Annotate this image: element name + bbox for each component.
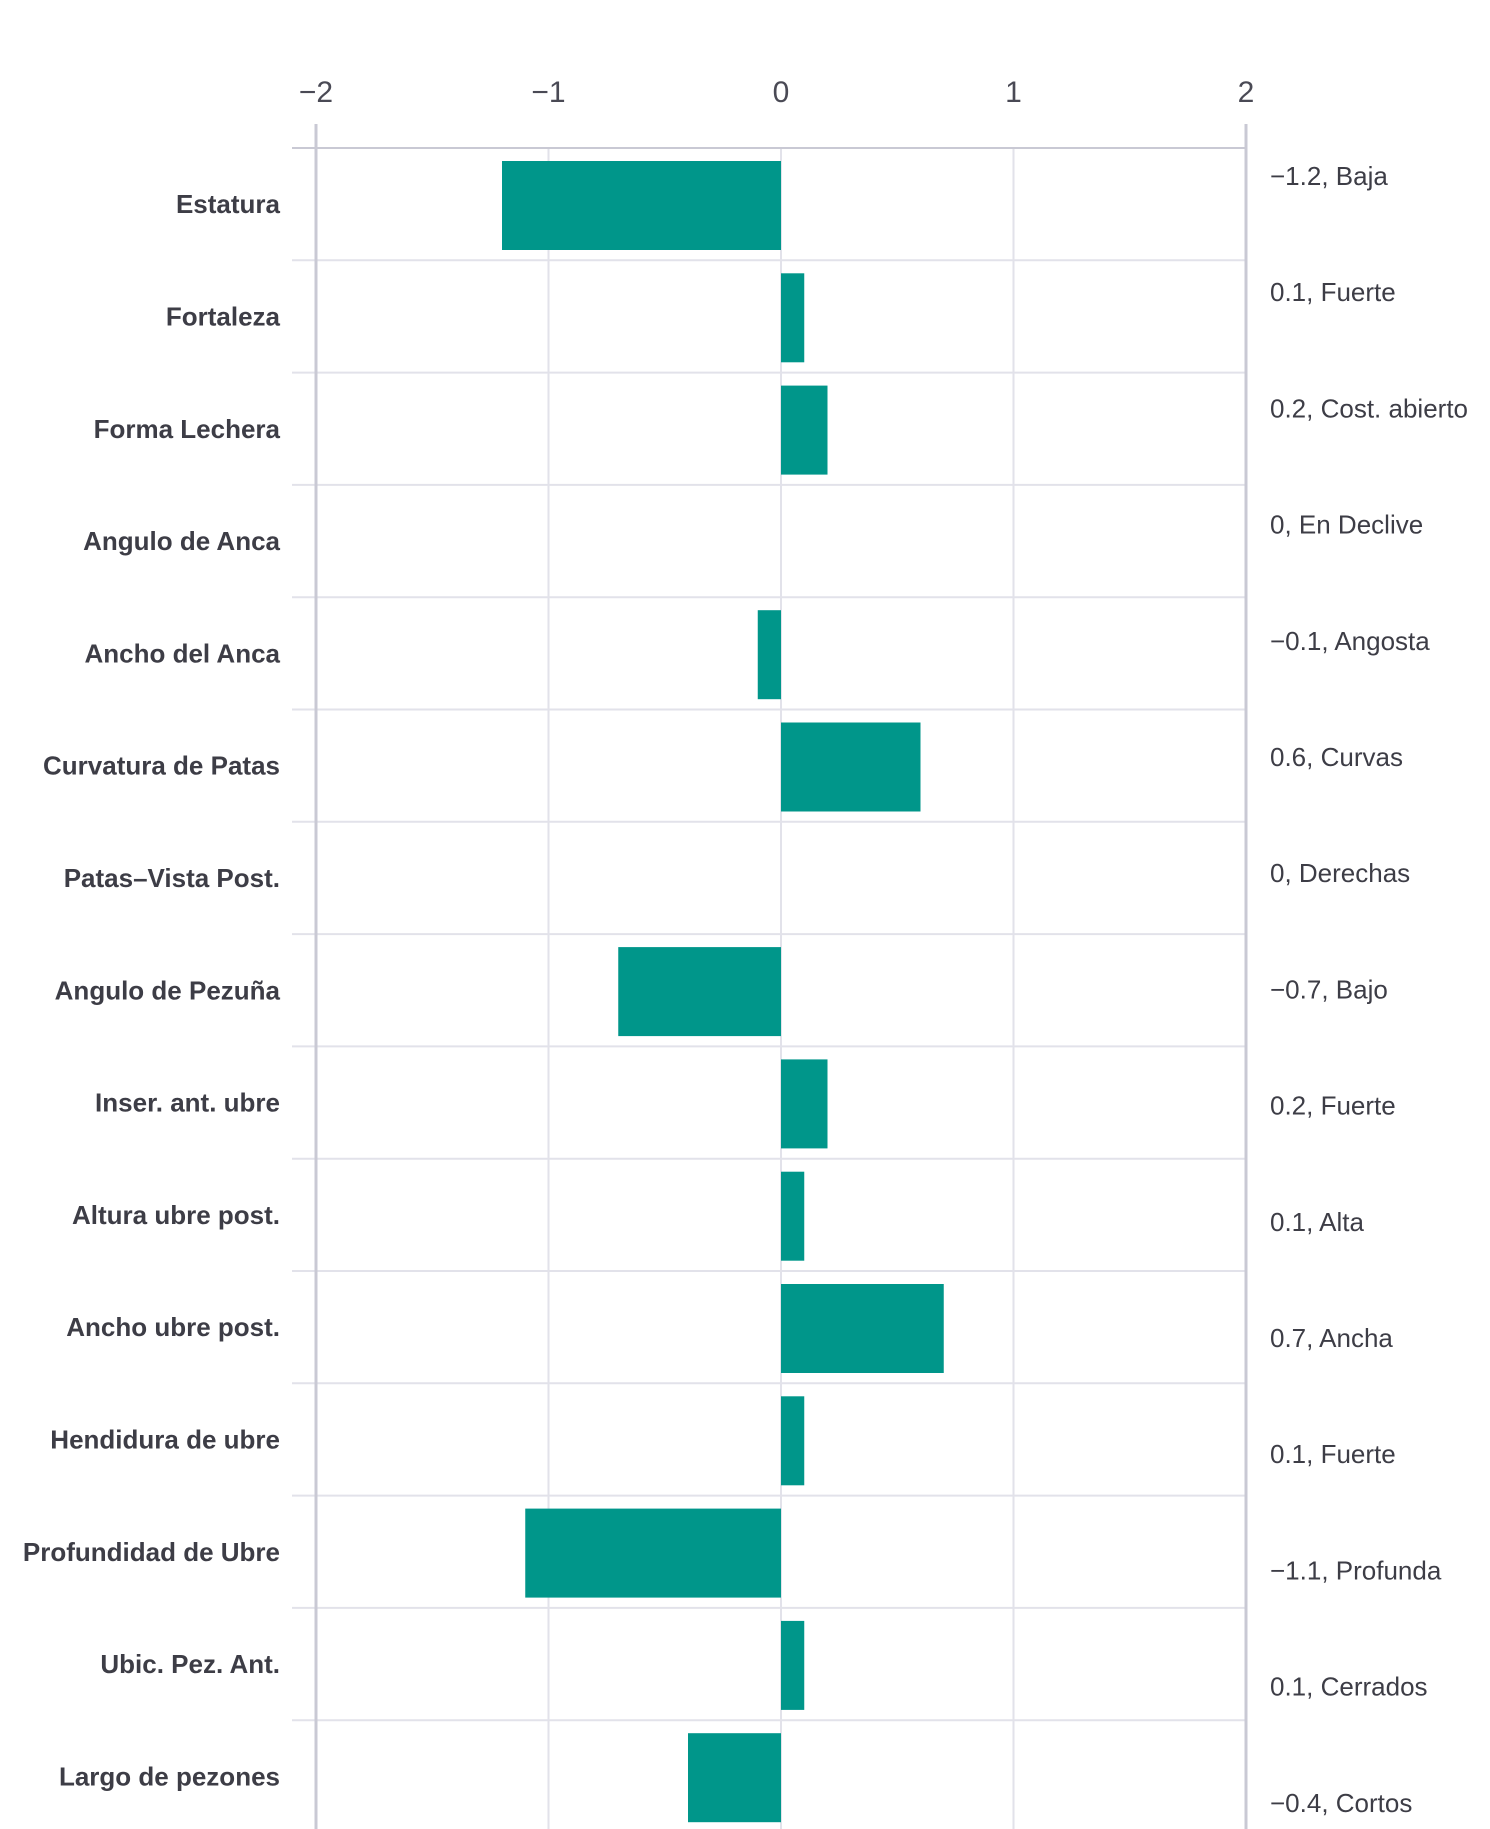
value-label: 0.6, Curvas <box>1270 742 1403 772</box>
axes <box>314 124 1248 1829</box>
bar <box>757 610 781 700</box>
x-tick-label: −1 <box>531 76 565 109</box>
x-tick-label: −2 <box>299 76 333 109</box>
bar <box>781 1396 805 1486</box>
value-label: 0, Derechas <box>1270 858 1410 888</box>
category-label: Angulo de Pezuña <box>55 975 281 1005</box>
category-label: Angulo de Anca <box>83 526 280 556</box>
x-tick-label: 2 <box>1238 76 1255 109</box>
value-label: −0.7, Bajo <box>1270 974 1388 1004</box>
category-label: Profundidad de Ubre <box>23 1537 280 1567</box>
bar <box>502 161 781 250</box>
category-label: Forma Lechera <box>94 414 281 444</box>
value-label: 0.2, Cost. abierto <box>1270 393 1468 423</box>
category-label: Hendidura de ubre <box>50 1424 280 1454</box>
bar <box>781 1284 944 1373</box>
category-label: Largo de pezones <box>59 1761 280 1791</box>
category-label: Inser. ant. ubre <box>95 1088 280 1118</box>
x-tick-labels: −2 −1 0 1 2 <box>299 76 1254 109</box>
value-label: 0.7, Ancha <box>1270 1323 1393 1353</box>
value-label: 0.2, Fuerte <box>1270 1091 1396 1121</box>
value-label: 0, En Declive <box>1270 510 1423 540</box>
value-label: 0.1, Cerrados <box>1270 1672 1428 1702</box>
value-label: −0.4, Cortos <box>1270 1788 1412 1818</box>
category-label: Altura ubre post. <box>72 1200 280 1230</box>
bar <box>688 1733 781 1823</box>
bar <box>781 1171 805 1261</box>
category-label: Estatura <box>176 189 281 219</box>
value-label: 0.1, Fuerte <box>1270 277 1396 307</box>
bar <box>618 947 781 1037</box>
bar <box>781 722 921 812</box>
value-labels: −1.2, Baja 0.1, Fuerte 0.2, Cost. abierto 0… <box>1270 161 1468 1818</box>
category-label: Fortaleza <box>166 301 281 331</box>
bar <box>781 1620 805 1710</box>
bar <box>781 1059 828 1149</box>
category-labels: Estatura Fortaleza Forma Lechera Angulo de … <box>23 189 281 1791</box>
bar <box>781 273 805 363</box>
grid <box>292 147 1246 1829</box>
x-tick-label: 1 <box>1005 76 1022 109</box>
bars <box>502 161 944 1823</box>
category-label: Patas–Vista Post. <box>64 863 280 893</box>
x-tick-label: 0 <box>773 76 790 109</box>
category-label: Ancho del Anca <box>84 638 280 668</box>
value-label: −1.1, Profunda <box>1270 1555 1442 1585</box>
value-label: 0.1, Fuerte <box>1270 1439 1396 1469</box>
value-label: 0.1, Alta <box>1270 1207 1364 1237</box>
category-label: Curvatura de Patas <box>43 751 280 781</box>
value-label: −1.2, Baja <box>1270 161 1388 191</box>
category-label: Ancho ubre post. <box>66 1312 280 1342</box>
bar <box>525 1508 781 1598</box>
value-label: −0.1, Angosta <box>1270 626 1430 656</box>
bar <box>781 385 828 475</box>
category-label: Ubic. Pez. Ant. <box>100 1649 280 1679</box>
